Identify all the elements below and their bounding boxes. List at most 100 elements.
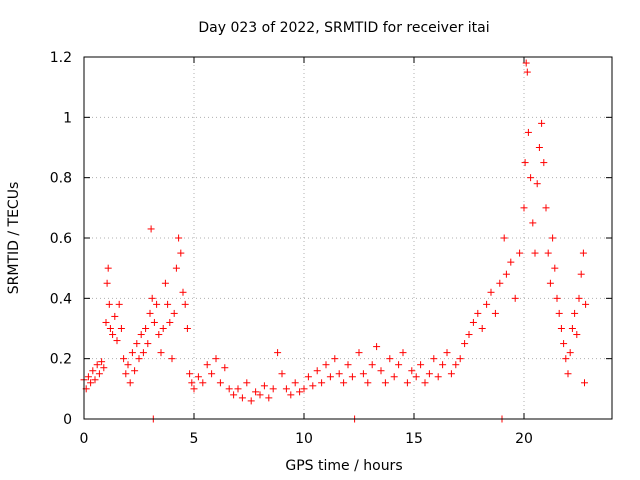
data-point: [434, 373, 442, 381]
data-point: [168, 355, 176, 363]
data-point: [564, 370, 572, 378]
data-point: [170, 309, 178, 317]
data-point: [555, 309, 563, 317]
chart-title: Day 023 of 2022, SRMTID for receiver ita…: [198, 20, 489, 36]
data-point: [571, 309, 579, 317]
data-point: [566, 349, 574, 357]
data-point: [577, 270, 585, 278]
data-point: [122, 370, 130, 378]
data-point: [146, 309, 154, 317]
data-point: [117, 325, 125, 332]
data-point: [147, 225, 155, 233]
data-point: [439, 361, 447, 369]
data-point: [190, 385, 198, 393]
data-point: [133, 340, 141, 348]
data-point: [199, 379, 207, 387]
data-point: [340, 379, 348, 387]
data-point: [95, 370, 103, 378]
data-point: [575, 294, 583, 302]
data-point: [186, 370, 194, 378]
data-point: [89, 367, 97, 375]
data-point: [126, 379, 134, 387]
data-point: [139, 349, 147, 357]
data-point: [531, 249, 539, 257]
data-point: [456, 355, 464, 363]
data-point: [142, 325, 150, 332]
data-point: [103, 279, 111, 287]
y-tick-label: 0: [63, 412, 72, 428]
data-point: [309, 382, 317, 390]
data-point: [529, 219, 537, 227]
data-point: [282, 385, 290, 393]
y-tick-label: 0.2: [50, 352, 72, 368]
data-point: [274, 349, 282, 357]
data-point: [102, 318, 110, 326]
data-point: [318, 379, 326, 387]
data-point: [84, 373, 92, 381]
data-point: [98, 358, 106, 366]
data-point: [194, 373, 202, 381]
data-point: [359, 370, 367, 378]
data-point: [335, 370, 343, 378]
data-point: [188, 379, 196, 387]
data-point: [469, 318, 477, 326]
data-point: [128, 349, 136, 357]
data-point: [159, 325, 167, 332]
data-point: [243, 379, 251, 387]
data-point: [157, 349, 165, 357]
data-point: [225, 385, 233, 393]
data-point: [87, 379, 95, 387]
data-point: [256, 391, 264, 399]
data-point: [181, 300, 189, 308]
data-point: [344, 361, 352, 369]
x-axis-label: GPS time / hours: [285, 458, 402, 474]
data-point: [296, 388, 304, 396]
data-point: [502, 270, 510, 278]
data-point: [124, 361, 132, 369]
y-tick-label: 1.2: [50, 50, 72, 66]
data-point: [179, 288, 187, 296]
x-tick-label: 0: [80, 431, 89, 447]
data-point: [234, 385, 242, 393]
data-point: [208, 370, 216, 378]
data-point: [412, 373, 420, 381]
data-point: [523, 68, 531, 76]
data-point: [109, 331, 117, 339]
data-point: [183, 325, 191, 332]
data-point: [568, 325, 576, 332]
data-point: [562, 355, 570, 363]
data-point: [322, 361, 330, 369]
data-point: [238, 394, 246, 402]
plot-frame: [83, 56, 613, 420]
data-point: [516, 249, 524, 257]
data-point: [381, 379, 389, 387]
data-point: [203, 361, 211, 369]
y-tick-label: 0.4: [50, 291, 72, 307]
data-point: [175, 234, 183, 242]
data-point: [474, 309, 482, 317]
data-point: [105, 300, 113, 308]
data-point: [153, 300, 161, 308]
data-point: [131, 367, 139, 375]
data-point: [549, 234, 557, 242]
data-point: [260, 382, 268, 390]
data-point: [348, 373, 356, 381]
data-point: [557, 325, 565, 332]
data-point: [533, 180, 541, 188]
data-point: [113, 337, 121, 345]
data-point: [155, 331, 163, 339]
data-point: [425, 370, 433, 378]
y-tick-label: 1: [63, 110, 72, 126]
data-point: [524, 128, 532, 136]
data-point: [137, 331, 145, 339]
data-point: [172, 264, 180, 272]
data-point: [553, 294, 561, 302]
data-point: [386, 355, 394, 363]
x-tick-label: 20: [515, 431, 533, 447]
data-point: [507, 258, 515, 266]
data-point: [430, 355, 438, 363]
x-tick-label: 5: [190, 431, 199, 447]
data-point: [166, 318, 174, 326]
data-point: [395, 361, 403, 369]
data-point: [544, 249, 552, 257]
